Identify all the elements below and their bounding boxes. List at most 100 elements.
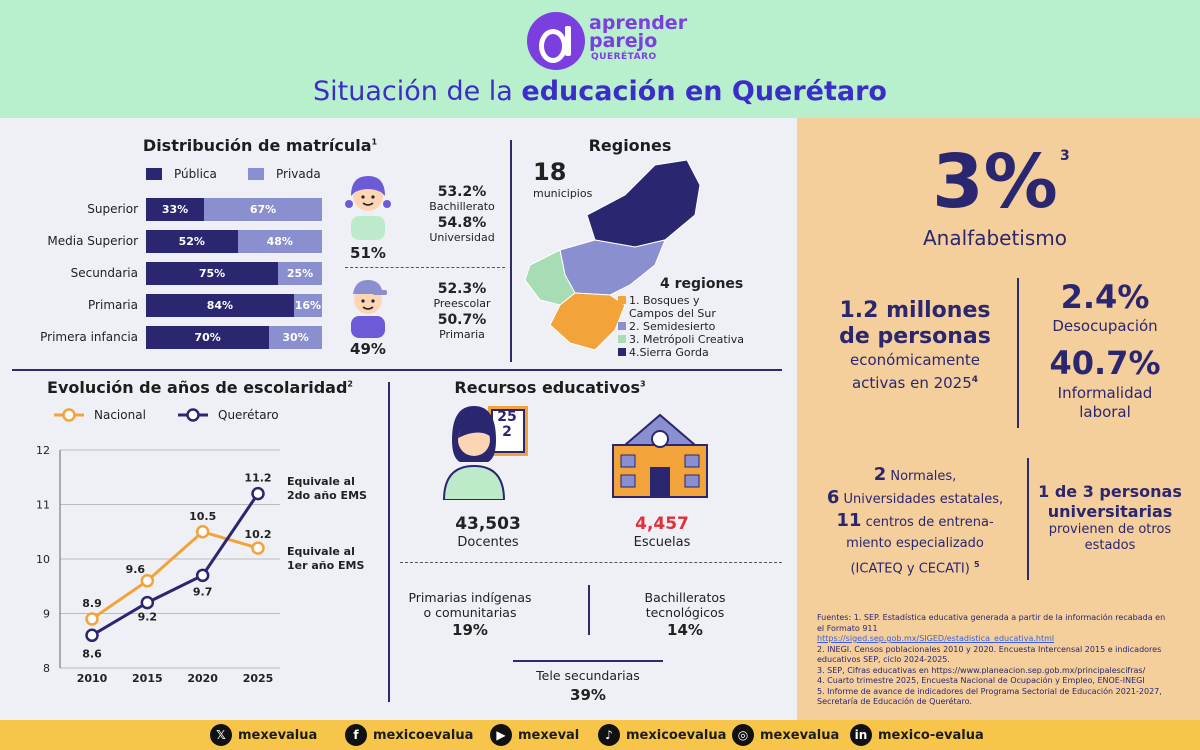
source-link[interactable]: https://siged.sep.gob.mx/SIGED/estadisti… xyxy=(817,634,1055,643)
universitarias-line-3: provienen de otros xyxy=(1048,522,1172,537)
universitarias-line-1: 1 de 3 personas xyxy=(1038,482,1182,501)
source-line: 2. INEGI. Censos poblacionales 2010 y 20… xyxy=(817,644,1162,654)
data-label: 8.9 xyxy=(82,597,102,610)
region-label: 2. Semidesierto xyxy=(629,320,716,333)
social-link-youtube[interactable]: ▶ mexeval xyxy=(490,724,579,746)
centros-label-2: miento especializado xyxy=(846,536,984,551)
x-tick-label: 2015 xyxy=(132,672,163,685)
source-line: educativos SEP, ciclo 2024-2025. xyxy=(817,655,950,664)
boy-stat-label-2: Primaria xyxy=(439,328,485,341)
social-handle: mexicoevalua xyxy=(626,727,727,743)
centros-label: centros de entrena- xyxy=(865,515,994,530)
escolaridad-line-chart: 8 9 10 11 12 2010 2015 2020 2025 8.9 9.6 10.5 10.2 8.… xyxy=(36,444,280,685)
logo-line-1: aprender xyxy=(589,12,688,34)
bar-segment-private: 48% xyxy=(237,230,322,253)
boy-stat-value-1: 52.3% xyxy=(437,281,487,297)
legend-private: Privada xyxy=(248,167,321,181)
informalidad-label-2: laboral xyxy=(1079,403,1131,421)
legend-public-swatch xyxy=(146,168,162,180)
girl-stats: 53.2% Bachillerato 54.8% Universidad xyxy=(412,184,512,244)
univ-label: Universidades estatales, xyxy=(843,492,1004,507)
page-title: Situación de la educación en Querétaro xyxy=(0,76,1200,107)
desocupacion-label: Desocupación xyxy=(1052,317,1158,335)
bar-row: 33% 67% xyxy=(146,198,322,221)
annotation-2do-ems: Equivale al 2do año EMS xyxy=(287,475,367,503)
analfabetismo-note: 3 xyxy=(1060,148,1070,164)
logo-subtitle: QUERÉTARO xyxy=(591,52,657,62)
bar-label: Superior xyxy=(87,202,138,216)
right-divider-1 xyxy=(1017,278,1019,428)
social-link-linkedin[interactable]: in mexico-evalua xyxy=(850,724,984,746)
region-legend-item: 3. Metrópoli Creativa xyxy=(618,333,744,346)
boy-stat-label-1: Preescolar xyxy=(433,297,491,310)
annotation-bot-line-2: 1er año EMS xyxy=(287,559,365,572)
youtube-icon: ▶ xyxy=(490,724,512,746)
source-line: 4. Cuarto trimestre 2025, Encuesta Nacio… xyxy=(817,676,1145,685)
regions-count-label: 4 regiones xyxy=(660,276,744,292)
escolaridad-title: Evolución de años de escolaridad2 xyxy=(30,378,370,397)
centros-note: 5 xyxy=(973,560,980,569)
social-link-tiktok[interactable]: ♪ mexicoevalua xyxy=(598,724,726,746)
pea-line-3: económicamente xyxy=(849,351,980,369)
legend-queretaro: Querétaro xyxy=(178,408,279,422)
bar-segment-private: 16% xyxy=(293,294,322,317)
social-handle: mexicoevalua xyxy=(373,727,474,743)
bar-segment-public: 70% xyxy=(146,326,270,349)
boy-percentage: 49% xyxy=(350,340,386,358)
x-tick-label: 2025 xyxy=(243,672,274,685)
matricula-title-text: Distribución de matrícula xyxy=(142,136,372,155)
data-label: 10.5 xyxy=(189,510,216,523)
bar-label: Primaria xyxy=(88,298,138,312)
institutions-stat: 2 Normales, 6 Universidades estatales, 1… xyxy=(810,464,1020,579)
x-tick-label: 2020 xyxy=(187,672,218,685)
recursos-title: Recursos educativos3 xyxy=(420,378,680,397)
docentes-label: Docentes xyxy=(457,535,519,550)
bar-row: 70% 30% xyxy=(146,326,322,349)
annotation-top-line-2: 2do año EMS xyxy=(287,489,367,502)
girl-stat-value-2: 54.8% xyxy=(437,215,487,231)
escuelas-label: Escuelas xyxy=(633,535,691,550)
region-swatch xyxy=(618,296,626,304)
tele-value: 39% xyxy=(570,686,606,704)
social-link-instagram[interactable]: ◎ mexevalua xyxy=(732,724,839,746)
facebook-icon: f xyxy=(345,724,367,746)
normales-label: Normales, xyxy=(890,469,957,484)
escolaridad-title-note: 2 xyxy=(347,379,353,389)
informalidad-label: Informalidad laboral xyxy=(1030,384,1180,422)
matricula-title-note: 1 xyxy=(371,137,378,147)
bar-segment-public: 75% xyxy=(146,262,278,285)
region-legend-item: 4.Sierra Gorda xyxy=(618,346,744,359)
tecnologicos-value: 14% xyxy=(667,621,703,639)
region-swatch xyxy=(618,348,626,356)
bar-segment-public: 33% xyxy=(146,198,205,221)
municipios-count: 18 xyxy=(533,158,567,186)
source-line: Secretaría de Educación de Querétaro. xyxy=(817,697,972,706)
sources-list: Fuentes: 1. SEP. Estadística educativa g… xyxy=(817,613,1192,708)
region-label-2: Campos del Sur xyxy=(629,307,716,320)
matricula-title: Distribución de matrícula1 xyxy=(130,136,390,155)
data-label: 9.7 xyxy=(193,585,213,598)
data-point xyxy=(251,486,265,501)
region-legend-item: 2. Semidesierto xyxy=(618,320,744,333)
girl-stat-label-2: Universidad xyxy=(429,231,495,244)
social-link-facebook[interactable]: f mexicoevalua xyxy=(345,724,473,746)
legend-public: Pública xyxy=(146,167,217,181)
divider-vertical-bottom xyxy=(388,382,390,702)
data-point xyxy=(195,525,210,539)
region-label: 1. Bosques y xyxy=(629,294,700,307)
universitarias-stat: 1 de 3 personas universitarias provienen… xyxy=(1035,482,1185,554)
escuelas-value: 4,457 xyxy=(635,514,689,534)
bar-segment-public: 84% xyxy=(146,294,294,317)
girl-stat-value-1: 53.2% xyxy=(437,184,487,200)
girl-percentage: 51% xyxy=(350,244,386,262)
normales-num: 2 xyxy=(873,464,887,485)
analfabetismo-value: 3% xyxy=(932,139,1058,225)
page-title-bold: educación en Querétaro xyxy=(521,76,887,107)
legend-nacional-label: Nacional xyxy=(94,408,146,422)
source-line: 3. SEP, Cifras educativas en https://www… xyxy=(817,665,1146,675)
school-icon xyxy=(605,405,715,500)
pea-stat: 1.2 millones de personas económicamente … xyxy=(820,298,1010,393)
logo-mark-icon xyxy=(527,12,585,70)
univ-num: 6 xyxy=(826,487,840,508)
